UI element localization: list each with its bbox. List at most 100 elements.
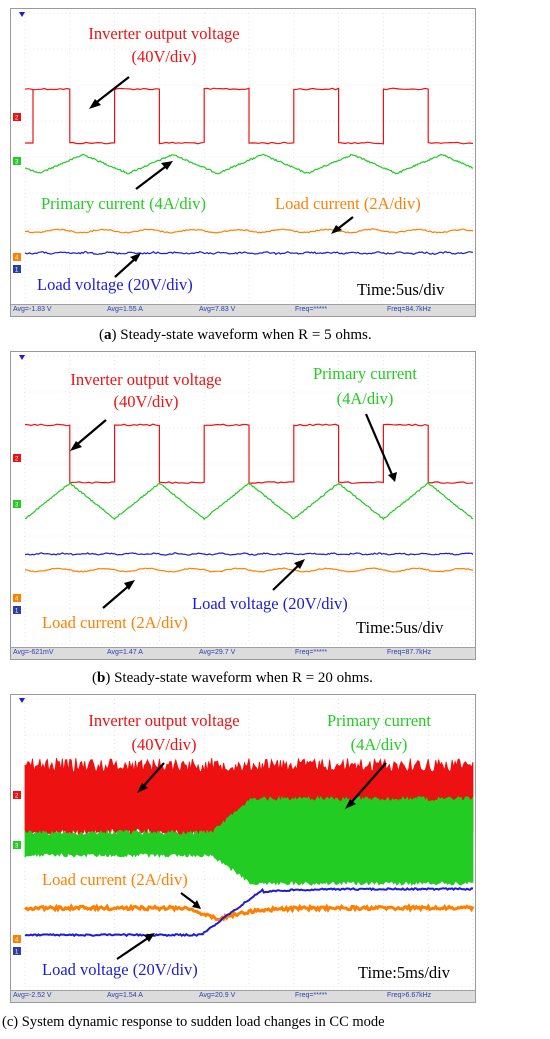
series-primary-current-b [24,481,474,521]
caption-c: (c) System dynamic response to sudden lo… [2,1014,385,1030]
status-bar-b: Avg=-621mV Avg=1.47 A Avg=29.7 V Freq=**… [11,647,475,659]
channel-marker-b [13,606,21,614]
scope-panel-b: 1 2 3 4 Inverter output voltage (40V/div) P… [10,351,476,660]
scope-panel-a: 1 2 3 4 Inverter output voltage (40V/div) P… [10,8,476,317]
load-voltage-label-a: Load voltage (20V/div) [37,275,193,294]
caption-tag-b: b [97,670,106,686]
status-avg-ch2-b: Avg=1.47 A [107,649,143,656]
inverter-label-c-2: (40V/div) [131,735,196,754]
series-load-voltage-b [24,552,474,556]
status-avg-ch3-b: Avg=29.7 V [199,649,236,656]
channel-marker-c [13,791,21,799]
status-avg-ch3-a: Avg=7.83 V [199,306,236,313]
caption-a: (a) Steady-state waveform when R = 5 ohm… [99,327,372,343]
arrow-load-current-a [331,216,354,234]
traces-a [24,87,474,256]
channel-marker-a [13,113,21,121]
channel-marker-label-a: 2 [15,116,19,122]
arrow-inverter-b [70,419,107,451]
status-freq-2-a: Freq=84.7kHz [387,306,432,313]
inverter-label-a-1: Inverter output voltage [88,24,239,43]
scope-plot-c: 1 2 3 4 Inverter output voltage (40V/div) P… [13,698,475,988]
arrow-primary-a [135,161,173,190]
status-freq-1-a: Freq=***** [295,306,328,313]
arrow-inverter-c [137,762,165,793]
arrow-load-voltage-a [114,253,141,278]
channel-marker-a [13,253,21,261]
primary-label-b-1: Primary current [313,364,417,383]
series-load-voltage-c [24,887,474,938]
series-load-voltage-a [24,250,474,256]
grid-a [24,12,474,302]
status-avg-ch2-a: Avg=1.55 A [107,306,143,313]
channel-marker-a [13,157,21,165]
series-inverter-voltage-a-lead [25,89,34,144]
traces-c [24,757,475,938]
channel-marker-a [13,265,21,273]
arrow-load-current-c [180,892,201,909]
status-bar-a: Avg=-1.83 V Avg=1.55 A Avg=7.83 V Freq=*… [11,304,475,316]
primary-label-c-2: (4A/div) [351,735,408,754]
primary-label-c-1: Primary current [327,711,431,730]
caption-text-b: Steady-state waveform when R = 20 ohms. [114,670,373,686]
primary-label-a: Primary current (4A/div) [41,194,206,213]
channel-marker-label-c: 1 [15,950,19,956]
channel-markers-c: 1 2 3 4 [13,698,25,956]
series-primary-current-c [24,795,474,886]
load-current-label-c: Load current (2A/div) [42,870,188,889]
arrow-load-voltage-c [116,933,155,960]
arrow-primary-b [364,413,397,482]
channel-marker-label-a: 3 [15,160,19,166]
traces-b [24,423,474,573]
channel-marker-c [13,841,21,849]
status-avg-ch1-c: Avg=-2.52 V [13,992,52,999]
channel-marker-b [13,454,21,462]
caption-tag-a: a [104,327,112,343]
channel-marker-label-b: 4 [15,597,19,603]
series-primary-current-a [24,153,473,175]
status-avg-ch2-c: Avg=1.54 A [107,992,143,999]
status-avg-ch3-c: Avg=20.9 V [199,992,236,999]
primary-label-b-2: (4A/div) [337,389,394,408]
caption-text-c: System dynamic response to sudden load c… [21,1014,385,1030]
load-voltage-label-b: Load voltage (20V/div) [192,594,348,613]
status-freq-2-b: Freq=87.7kHz [387,649,432,656]
series-load-current-a [24,228,474,234]
channel-markers-b: 1 2 3 4 [13,355,25,615]
trigger-marker-a [19,12,25,17]
load-current-label-b: Load current (2A/div) [42,613,188,632]
time-label-a: Time:5us/div [357,280,445,299]
inverter-label-b-1: Inverter output voltage [70,370,221,389]
trigger-marker-c [19,698,25,703]
channel-marker-b [13,500,21,508]
status-avg-ch1-b: Avg=-621mV [13,649,54,656]
channel-marker-label-c: 2 [15,794,19,800]
channel-marker-c [13,935,21,943]
channel-marker-label-a: 1 [15,268,19,274]
caption-b: (b) Steady-state waveform when R = 20 oh… [92,670,373,686]
time-label-c: Time:5ms/div [358,963,451,982]
inverter-label-b-2: (40V/div) [113,392,178,411]
trigger-marker-b [19,355,25,360]
channel-marker-label-b: 3 [15,503,19,509]
series-load-current-c [24,903,475,922]
channel-marker-label-b: 2 [15,457,19,463]
caption-text-a: Steady-state waveform when R = 5 ohms. [120,327,372,343]
load-current-label-a: Load current (2A/div) [275,194,421,213]
channel-marker-label-a: 4 [15,256,19,262]
status-bar-c: Avg=-2.52 V Avg=1.54 A Avg=20.9 V Freq=*… [11,990,475,1002]
channel-marker-c [13,947,21,955]
arrow-primary-c [345,762,387,809]
arrow-load-current-b [102,580,135,609]
inverter-label-a-2: (40V/div) [131,47,196,66]
arrow-load-voltage-b [272,559,305,591]
load-voltage-label-c: Load voltage (20V/div) [42,960,198,979]
channel-marker-label-c: 3 [15,844,19,850]
status-freq-2-c: Freq>6.67kHz [387,992,432,999]
status-avg-ch1-a: Avg=-1.83 V [13,306,52,313]
caption-tag-c: c [6,1014,14,1030]
series-inverter-voltage-b [24,423,474,484]
status-freq-1-b: Freq=***** [295,649,328,656]
channel-marker-label-c: 4 [15,938,19,944]
series-inverter-voltage-a [24,87,474,145]
